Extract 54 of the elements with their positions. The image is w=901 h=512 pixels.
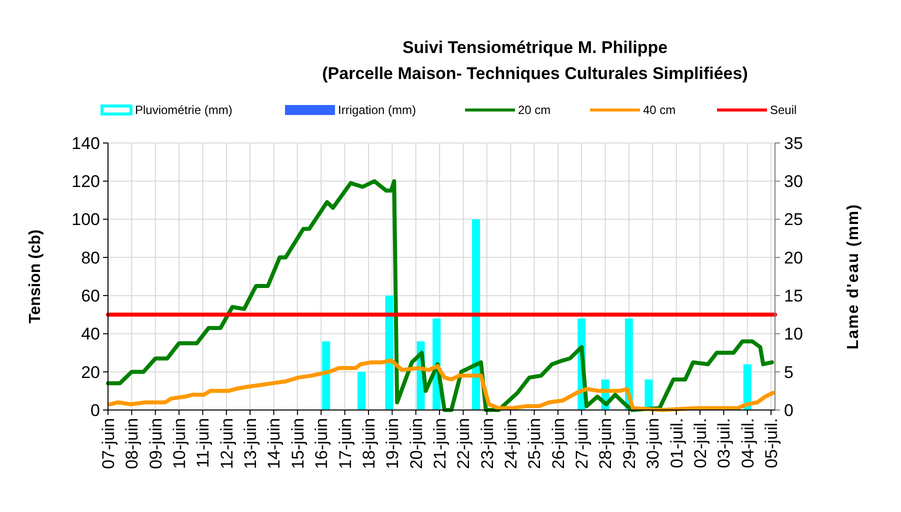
legend-label: 40 cm	[643, 103, 676, 118]
y-axis-title: Tension (cb)	[27, 230, 44, 324]
x-tick-label: 27-juin	[572, 418, 592, 470]
legend-label: 20 cm	[518, 103, 551, 118]
x-tick-label: 30-juin	[644, 418, 663, 470]
x-tick-label: 23-juin	[478, 418, 497, 470]
x-tick-label: 05-juil.	[762, 418, 782, 468]
y2-tick-label: 5	[784, 362, 794, 382]
x-tick-label: 24-juin	[502, 418, 521, 470]
x-tick-label: 15-juin	[288, 418, 308, 470]
chart-subtitle: (Parcelle Maison- Techniques Culturales Simplifiées)	[322, 64, 748, 83]
y2-tick-label: 20	[784, 248, 803, 268]
x-tick-label: 28-juin	[596, 418, 616, 470]
x-tick-label: 01-juil.	[667, 418, 686, 468]
x-tick-label: 20-juin	[406, 418, 426, 470]
y-tick-label: 100	[72, 210, 100, 230]
x-tick-label: 29-juin	[620, 418, 639, 470]
y2-tick-label: 25	[784, 210, 803, 230]
x-tick-label: 17-juin	[336, 418, 355, 470]
y-tick-label: 60	[81, 286, 100, 306]
y2-tick-label: 0	[784, 400, 794, 420]
y2-axis-title: Lame d'eau (mm)	[845, 204, 862, 350]
x-tick-label: 03-juil.	[714, 418, 734, 468]
x-tick-label: 11-juin	[194, 418, 213, 468]
y-tick-label: 140	[72, 134, 100, 153]
x-tick-label: 26-juin	[548, 418, 568, 470]
y-tick-label: 40	[81, 324, 100, 344]
x-tick-label: 22-juin	[454, 418, 474, 470]
y-tick-label: 0	[90, 400, 100, 420]
y2-tick-label: 35	[784, 134, 803, 153]
x-tick-label: 14-juin	[264, 418, 284, 470]
x-tick-label: 09-juin	[146, 418, 166, 470]
x-tick-label: 02-juil.	[690, 418, 710, 468]
y-tick-label: 20	[81, 362, 100, 382]
x-tick-label: 19-juin	[383, 418, 402, 470]
x-tick-label: 16-juin	[312, 418, 332, 470]
x-tick-label: 04-juil.	[738, 418, 758, 468]
x-tick-label: 07-juin	[98, 418, 118, 470]
y-tick-label: 80	[81, 248, 100, 268]
x-tick-label: 12-juin	[217, 418, 236, 470]
x-tick-label: 25-juin	[525, 418, 544, 470]
x-tick-label: 10-juin	[170, 418, 189, 470]
y-tick-label: 120	[72, 172, 100, 192]
y2-tick-label: 15	[784, 286, 803, 306]
legend-label: Irrigation (mm)	[338, 103, 416, 118]
y2-tick-label: 30	[784, 172, 803, 192]
chart-title: Suivi Tensiométrique M. Philippe	[402, 38, 668, 57]
y2-tick-label: 10	[784, 324, 803, 344]
x-tick-label: 13-juin	[241, 418, 260, 470]
legend-label: Pluviométrie (mm)	[135, 103, 232, 118]
x-tick-label: 18-juin	[359, 418, 378, 470]
x-tick-label: 08-juin	[122, 418, 142, 470]
x-tick-label: 21-juin	[430, 418, 450, 470]
legend-label: Seuil	[770, 103, 797, 118]
